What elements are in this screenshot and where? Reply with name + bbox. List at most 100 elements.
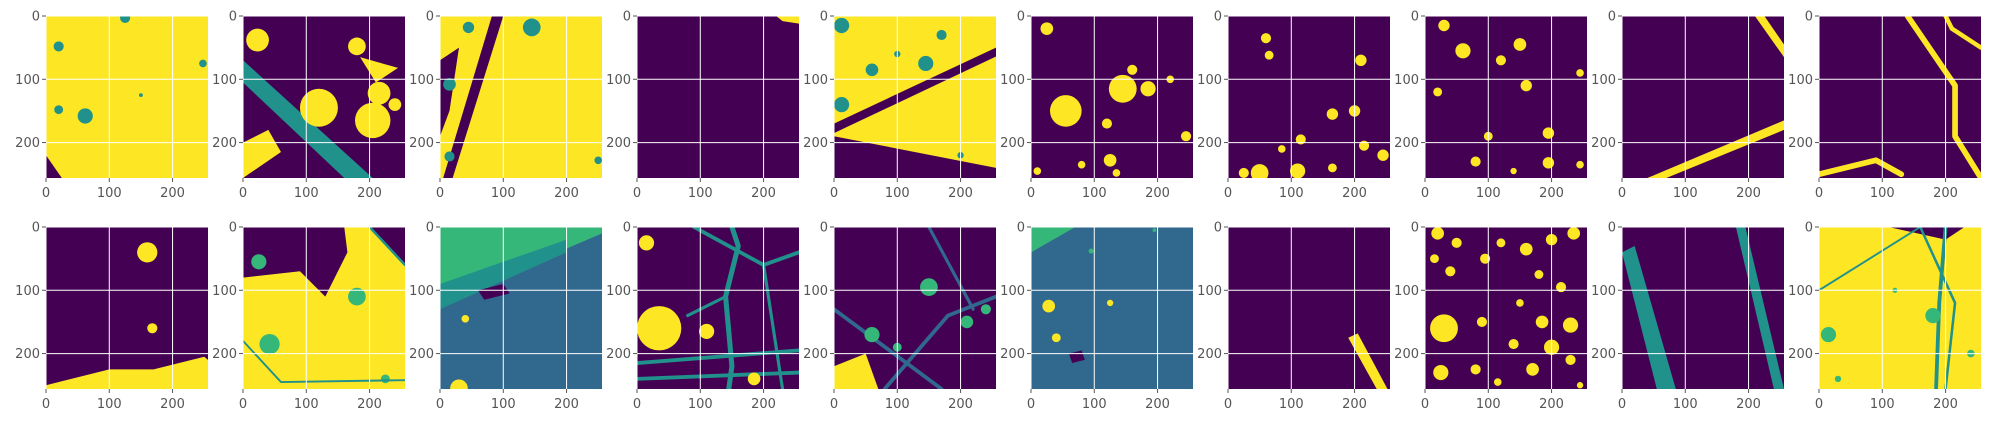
mask-region bbox=[77, 108, 93, 124]
y-tick-label: 0 bbox=[1805, 10, 1813, 25]
mask-region bbox=[1430, 254, 1439, 264]
y-tick-label: 100 bbox=[803, 73, 828, 88]
mask-panel: 0 100 200 0 100 200 bbox=[1000, 221, 1193, 412]
mask-region bbox=[1445, 266, 1456, 277]
mask-region bbox=[960, 315, 974, 329]
mask-panel: 0 100 200 0 100 200 bbox=[1788, 10, 1981, 201]
y-tick-label: 0 bbox=[820, 10, 828, 25]
mask-region bbox=[1470, 364, 1481, 375]
mask-region bbox=[54, 105, 64, 115]
mask-region bbox=[1327, 163, 1337, 173]
mask-region bbox=[368, 227, 405, 267]
x-tick-label: 0 bbox=[830, 397, 838, 412]
mask-region bbox=[1180, 131, 1192, 142]
mask-region bbox=[1576, 160, 1584, 169]
y-tick-label: 0 bbox=[1608, 221, 1616, 236]
mask-region bbox=[243, 129, 281, 178]
y-tick-label: 100 bbox=[212, 284, 237, 299]
mask-region bbox=[1431, 227, 1444, 240]
mask-region bbox=[776, 16, 799, 24]
mask-region bbox=[139, 93, 143, 97]
x-tick-label: 100 bbox=[1279, 186, 1304, 201]
mask-region bbox=[53, 41, 64, 52]
x-tick-label: 100 bbox=[97, 186, 122, 201]
mask-panel: 0 100 200 0 100 200 bbox=[1591, 221, 1784, 412]
mask-panel: 0 100 200 0 100 200 bbox=[606, 10, 799, 201]
y-tick-label: 0 bbox=[1017, 10, 1025, 25]
y-tick-label: 200 bbox=[1788, 136, 1813, 151]
y-tick-label: 200 bbox=[15, 347, 40, 362]
x-tick-label: 0 bbox=[1815, 397, 1823, 412]
x-tick-label: 100 bbox=[97, 397, 122, 412]
mask-panel: 0 100 200 0 100 200 bbox=[606, 221, 799, 412]
y-tick-label: 100 bbox=[15, 284, 40, 299]
mask-region bbox=[1925, 308, 1941, 324]
mask-region bbox=[699, 323, 715, 340]
x-tick-label: 200 bbox=[1539, 397, 1564, 412]
mask-panel: 0 100 200 0 100 200 bbox=[15, 10, 208, 201]
y-tick-label: 100 bbox=[1197, 284, 1222, 299]
y-tick-label: 200 bbox=[15, 136, 40, 151]
mask-region bbox=[637, 348, 799, 365]
x-tick-label: 0 bbox=[633, 186, 641, 201]
mask-panel: 0 100 200 0 100 200 bbox=[15, 221, 208, 412]
x-tick-label: 100 bbox=[885, 397, 910, 412]
mask-region bbox=[137, 242, 158, 263]
mask-region bbox=[637, 370, 799, 381]
y-tick-label: 100 bbox=[1000, 284, 1025, 299]
x-tick-label: 200 bbox=[751, 186, 776, 201]
mask-region bbox=[1264, 50, 1274, 60]
mask-region bbox=[882, 294, 996, 389]
x-tick-label: 100 bbox=[1673, 186, 1698, 201]
y-tick-label: 200 bbox=[212, 136, 237, 151]
x-tick-label: 0 bbox=[42, 397, 50, 412]
mask-region bbox=[920, 278, 938, 296]
mask-region bbox=[1358, 140, 1370, 151]
x-tick-label: 100 bbox=[688, 186, 713, 201]
x-tick-label: 200 bbox=[160, 397, 185, 412]
mask-region bbox=[1277, 145, 1286, 153]
mask-region bbox=[864, 326, 880, 343]
mask-region bbox=[1377, 149, 1389, 161]
mask-region bbox=[1140, 81, 1156, 97]
y-tick-label: 100 bbox=[606, 73, 631, 88]
y-tick-label: 0 bbox=[1214, 10, 1222, 25]
y-tick-label: 0 bbox=[32, 221, 40, 236]
x-tick-label: 100 bbox=[1870, 397, 1895, 412]
mask-panel: 0 100 200 0 100 200 bbox=[803, 10, 996, 201]
mask-region bbox=[522, 18, 541, 37]
x-tick-label: 200 bbox=[554, 397, 579, 412]
mask-region bbox=[1101, 118, 1112, 129]
mask-region bbox=[1519, 242, 1533, 256]
x-tick-label: 0 bbox=[239, 186, 247, 201]
y-tick-label: 100 bbox=[409, 73, 434, 88]
x-tick-label: 0 bbox=[633, 397, 641, 412]
y-tick-label: 200 bbox=[1591, 347, 1616, 362]
x-tick-label: 0 bbox=[1421, 186, 1429, 201]
x-tick-label: 200 bbox=[1933, 186, 1958, 201]
x-tick-label: 0 bbox=[239, 397, 247, 412]
y-tick-label: 200 bbox=[409, 136, 434, 151]
mask-region bbox=[1042, 299, 1056, 313]
mask-region bbox=[46, 155, 62, 178]
mask-region bbox=[243, 339, 405, 383]
mask-region bbox=[461, 314, 470, 323]
y-tick-label: 0 bbox=[32, 10, 40, 25]
mask-panel: 0 100 200 0 100 200 bbox=[212, 10, 405, 201]
x-tick-label: 0 bbox=[1618, 397, 1626, 412]
mask-region bbox=[1260, 33, 1272, 44]
mask-background bbox=[46, 16, 208, 178]
mask-region bbox=[477, 283, 510, 300]
mask-region bbox=[1562, 317, 1579, 333]
x-tick-label: 200 bbox=[1342, 186, 1367, 201]
x-tick-label: 200 bbox=[751, 397, 776, 412]
mask-region bbox=[1438, 19, 1450, 32]
mask-region bbox=[243, 227, 348, 297]
mask-background bbox=[1031, 227, 1193, 389]
y-tick-label: 100 bbox=[1788, 284, 1813, 299]
y-tick-label: 200 bbox=[1788, 347, 1813, 362]
mask-region bbox=[1555, 282, 1567, 293]
mask-region bbox=[1088, 248, 1094, 254]
y-tick-label: 0 bbox=[1411, 221, 1419, 236]
mask-region bbox=[918, 55, 934, 72]
